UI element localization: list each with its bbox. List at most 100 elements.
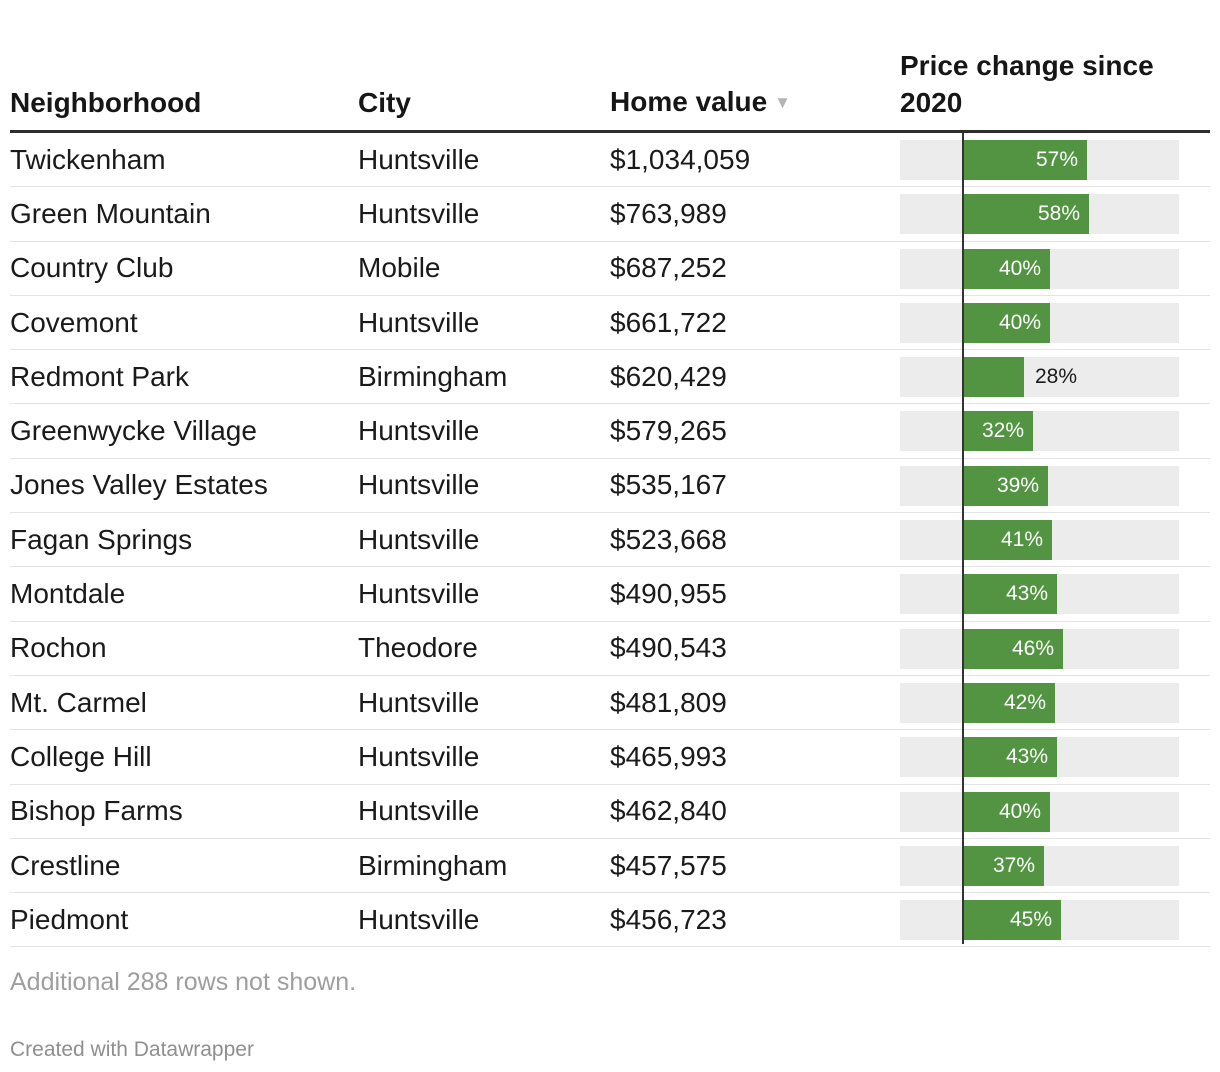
city-cell: Birmingham: [358, 849, 508, 881]
bar-track: 39%: [900, 465, 1179, 506]
bar-track: 41%: [900, 520, 1179, 561]
home-value-cell: $490,543: [610, 632, 727, 664]
datawrapper-credit-link[interactable]: Created with Datawrapper: [10, 1038, 254, 1062]
table-row: Crestline Birmingham $457,575 37%: [10, 839, 1210, 894]
price-change-bar: 42%: [963, 682, 1055, 723]
neighborhood-cell: Redmont Park: [10, 360, 189, 392]
price-change-bar: 39%: [963, 465, 1048, 506]
column-header-home-value-label: Home value: [610, 86, 768, 117]
column-header-price-change[interactable]: Price change since 2020: [900, 50, 1154, 118]
home-value-cell: $661,722: [610, 306, 727, 338]
home-value-cell: $523,668: [610, 523, 727, 555]
table-row: Redmont Park Birmingham $620,429 28%: [10, 350, 1210, 405]
home-value-cell: $763,989: [610, 197, 727, 229]
price-change-bar: 58%: [963, 194, 1089, 235]
zero-axis-line: [962, 133, 964, 944]
table-row: Green Mountain Huntsville $763,989 58%: [10, 187, 1210, 242]
neighborhood-cell: Twickenham: [10, 143, 166, 175]
city-cell: Huntsville: [358, 795, 480, 827]
column-header-city[interactable]: City: [358, 87, 411, 118]
price-change-cell: 40%: [900, 242, 1210, 295]
bar-track: 43%: [900, 574, 1179, 615]
city-cell: Huntsville: [358, 143, 480, 175]
neighborhood-cell: Country Club: [10, 252, 174, 284]
table-row: Mt. Carmel Huntsville $481,809 42%: [10, 676, 1210, 731]
neighborhood-cell: Greenwycke Village: [10, 415, 257, 447]
price-change-cell: 40%: [900, 785, 1210, 838]
price-change-cell: 32%: [900, 404, 1210, 457]
table-header-row: Neighborhood City Home value ▼ Price chan…: [10, 0, 1210, 133]
city-cell: Birmingham: [358, 360, 508, 392]
price-change-cell: 28%: [900, 350, 1210, 403]
home-value-cell: $462,840: [610, 795, 727, 827]
city-cell: Huntsville: [358, 903, 480, 935]
neighborhood-cell: Mt. Carmel: [10, 686, 147, 718]
bar-track: 43%: [900, 737, 1179, 778]
price-change-cell: 39%: [900, 459, 1210, 512]
column-header-home-value[interactable]: Home value ▼: [610, 83, 900, 121]
table-body: Twickenham Huntsville $1,034,059 57% Green M…: [10, 133, 1210, 948]
table-row: College Hill Huntsville $465,993 43%: [10, 730, 1210, 785]
home-value-cell: $1,034,059: [610, 143, 751, 175]
city-cell: Huntsville: [358, 415, 480, 447]
bar-track: 40%: [900, 791, 1179, 832]
city-cell: Huntsville: [358, 686, 480, 718]
home-value-cell: $535,167: [610, 469, 727, 501]
price-change-bar: 57%: [963, 140, 1087, 180]
neighborhood-cell: Crestline: [10, 849, 121, 881]
sort-desc-icon: ▼: [774, 93, 791, 112]
price-change-bar: 40%: [963, 248, 1050, 289]
bar-track: 45%: [900, 900, 1179, 941]
price-change-bar: 41%: [963, 520, 1052, 561]
table-row: Covemont Huntsville $661,722 40%: [10, 296, 1210, 351]
bar-track: 37%: [900, 845, 1179, 886]
price-change-cell: 41%: [900, 513, 1210, 566]
city-cell: Huntsville: [358, 469, 480, 501]
price-change-cell: 43%: [900, 567, 1210, 620]
price-change-cell: 57%: [900, 133, 1210, 186]
city-cell: Huntsville: [358, 523, 480, 555]
neighborhood-cell: College Hill: [10, 740, 152, 772]
price-change-bar: 40%: [963, 791, 1050, 832]
city-cell: Huntsville: [358, 197, 480, 229]
neighborhood-cell: Montdale: [10, 578, 126, 610]
price-change-bar: 37%: [963, 845, 1044, 886]
bar-track: 28%: [900, 357, 1179, 398]
neighborhood-cell: Green Mountain: [10, 197, 211, 229]
table-row: Jones Valley Estates Huntsville $535,167 39…: [10, 459, 1210, 514]
price-change-bar: [963, 357, 1024, 398]
city-cell: Huntsville: [358, 740, 480, 772]
neighborhood-cell: Piedmont: [10, 903, 129, 935]
home-value-cell: $620,429: [610, 360, 727, 392]
price-change-bar: 46%: [963, 628, 1063, 669]
table-row: Fagan Springs Huntsville $523,668 41%: [10, 513, 1210, 568]
city-cell: Huntsville: [358, 306, 480, 338]
price-change-cell: 43%: [900, 730, 1210, 783]
bar-track: 32%: [900, 411, 1179, 452]
home-value-cell: $490,955: [610, 578, 727, 610]
home-value-cell: $481,809: [610, 686, 727, 718]
column-header-neighborhood[interactable]: Neighborhood: [10, 87, 202, 118]
price-change-label: 28%: [1035, 365, 1078, 389]
neighborhood-cell: Fagan Springs: [10, 523, 193, 555]
price-change-bar: 40%: [963, 302, 1050, 343]
price-change-cell: 58%: [900, 187, 1210, 240]
bar-track: 40%: [900, 248, 1179, 289]
table-row: Twickenham Huntsville $1,034,059 57%: [10, 133, 1210, 188]
price-change-bar: 43%: [963, 737, 1057, 778]
neighborhood-cell: Jones Valley Estates: [10, 469, 268, 501]
neighborhood-cell: Bishop Farms: [10, 795, 183, 827]
price-change-bar: 32%: [963, 411, 1033, 452]
price-change-cell: 40%: [900, 296, 1210, 349]
neighborhood-cell: Covemont: [10, 306, 138, 338]
home-value-cell: $465,993: [610, 740, 727, 772]
home-value-cell: $457,575: [610, 849, 727, 881]
city-cell: Mobile: [358, 252, 441, 284]
home-value-cell: $579,265: [610, 415, 727, 447]
city-cell: Huntsville: [358, 578, 480, 610]
price-change-cell: 37%: [900, 839, 1210, 892]
price-change-bar: 45%: [963, 900, 1061, 941]
table-row: Rochon Theodore $490,543 46%: [10, 622, 1210, 676]
bar-track: 40%: [900, 302, 1179, 343]
